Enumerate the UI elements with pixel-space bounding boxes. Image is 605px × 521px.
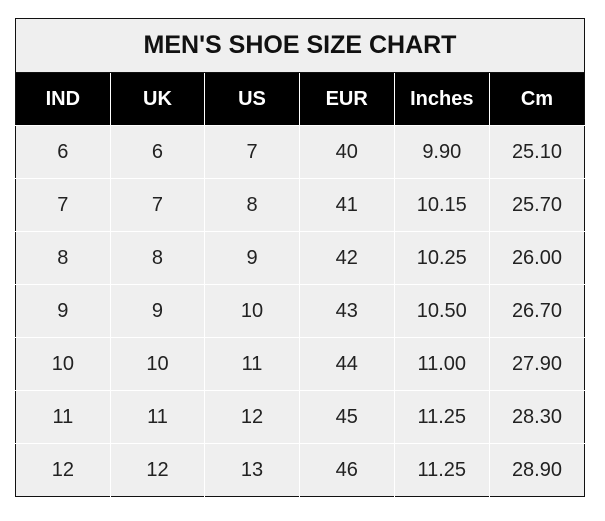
column-header-eur: EUR (298, 72, 395, 126)
column-header-cm: Cm (488, 72, 585, 126)
size-chart-table: MEN'S SHOE SIZE CHART IND UK US EUR Inches Cm… (15, 18, 585, 497)
cell-uk: 12 (109, 443, 205, 497)
cell-us: 13 (204, 443, 300, 497)
cell-eur: 41 (298, 178, 395, 232)
cell-ind: 7 (15, 178, 111, 232)
cell-us: 8 (204, 178, 300, 232)
cell-eur: 46 (298, 443, 395, 497)
cell-cm: 26.70 (488, 284, 585, 338)
cell-ind: 11 (15, 390, 111, 444)
cell-us: 9 (204, 231, 300, 285)
table-row: 8 8 9 42 10.25 26.00 (15, 231, 585, 285)
cell-cm: 28.90 (488, 443, 585, 497)
table-row: 6 6 7 40 9.90 25.10 (15, 125, 585, 179)
column-header-uk: UK (109, 72, 205, 126)
cell-inches: 11.25 (393, 390, 490, 444)
cell-ind: 8 (15, 231, 111, 285)
cell-uk: 10 (109, 337, 205, 391)
table-row: 12 12 13 46 11.25 28.90 (15, 443, 585, 497)
cell-uk: 6 (109, 125, 205, 179)
cell-us: 12 (204, 390, 300, 444)
cell-cm: 25.70 (488, 178, 585, 232)
table-row: 9 9 10 43 10.50 26.70 (15, 284, 585, 338)
cell-cm: 26.00 (488, 231, 585, 285)
column-header-ind: IND (15, 72, 111, 126)
cell-uk: 7 (109, 178, 205, 232)
cell-uk: 9 (109, 284, 205, 338)
column-header-inches: Inches (393, 72, 490, 126)
table-row: 7 7 8 41 10.15 25.70 (15, 178, 585, 232)
table-row: 11 11 12 45 11.25 28.30 (15, 390, 585, 444)
cell-cm: 25.10 (488, 125, 585, 179)
cell-eur: 40 (298, 125, 395, 179)
cell-inches: 10.25 (393, 231, 490, 285)
cell-inches: 10.50 (393, 284, 490, 338)
cell-eur: 42 (298, 231, 395, 285)
cell-us: 7 (204, 125, 300, 179)
cell-inches: 11.00 (393, 337, 490, 391)
cell-eur: 45 (298, 390, 395, 444)
header-row: IND UK US EUR Inches Cm (15, 72, 585, 126)
table-title: MEN'S SHOE SIZE CHART (15, 18, 585, 73)
cell-ind: 12 (15, 443, 111, 497)
cell-uk: 8 (109, 231, 205, 285)
cell-eur: 44 (298, 337, 395, 391)
cell-cm: 27.90 (488, 337, 585, 391)
cell-eur: 43 (298, 284, 395, 338)
cell-ind: 6 (15, 125, 111, 179)
table-row: 10 10 11 44 11.00 27.90 (15, 337, 585, 391)
column-header-us: US (204, 72, 300, 126)
cell-ind: 10 (15, 337, 111, 391)
cell-us: 10 (204, 284, 300, 338)
cell-ind: 9 (15, 284, 111, 338)
cell-us: 11 (204, 337, 300, 391)
cell-inches: 11.25 (393, 443, 490, 497)
cell-uk: 11 (109, 390, 205, 444)
cell-inches: 10.15 (393, 178, 490, 232)
cell-cm: 28.30 (488, 390, 585, 444)
cell-inches: 9.90 (393, 125, 490, 179)
